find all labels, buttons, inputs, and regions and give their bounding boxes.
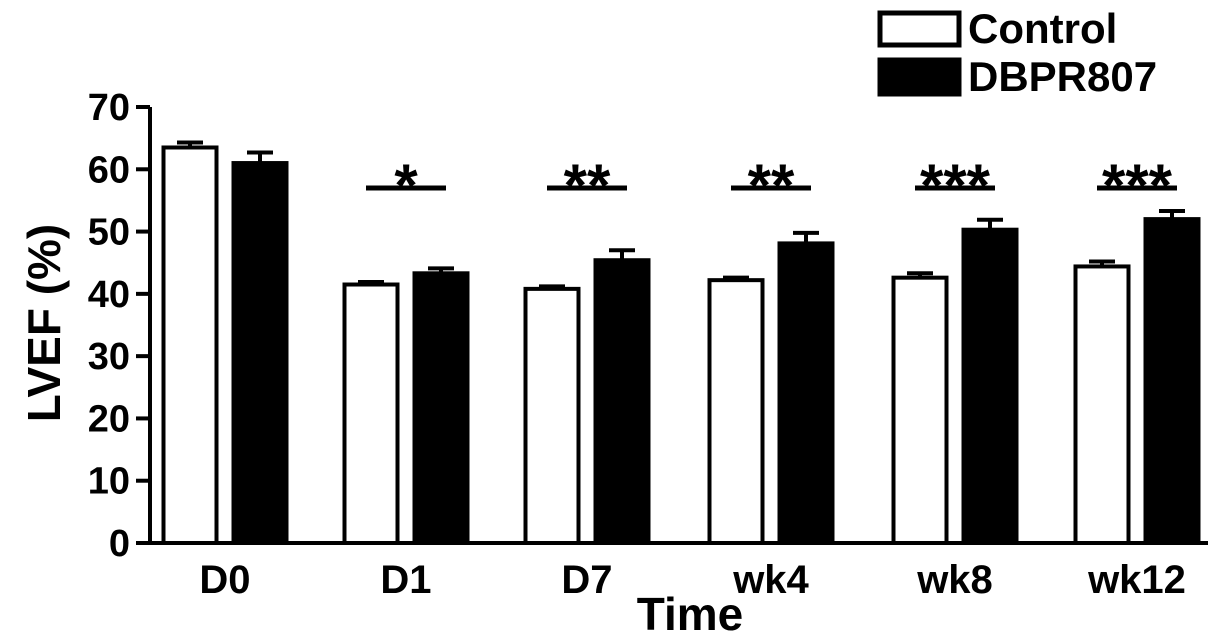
significance-stars: *** [1102,152,1173,219]
bars [161,140,1201,546]
bar-dbpr807-d0 [231,161,289,546]
significance-markers: * ** ** *** *** [366,152,1177,219]
legend-label-dbpr807: DBPR807 [968,53,1157,100]
significance-stars: * [394,152,418,219]
y-tick-label: 30 [88,336,130,378]
y-tick-label: 50 [88,212,130,254]
x-axis-title: Time [637,588,744,636]
bar-dbpr807-wk12 [1143,217,1201,545]
y-tick-label: 0 [109,523,130,565]
y-tick-label: 70 [88,87,130,129]
x-tick-label: D7 [561,558,612,602]
x-tick-label: wk8 [916,558,993,602]
bar-control-d7 [523,286,581,546]
x-tick-label: D1 [380,558,431,602]
y-tick-label: 20 [88,398,130,440]
bar-dbpr807-wk4 [777,241,835,546]
bar-control-d1 [342,282,400,545]
x-tick-label: D0 [199,558,250,602]
y-tick-label: 60 [88,149,130,191]
bar-control-wk4 [707,278,765,545]
y-tick-label: 10 [88,461,130,503]
y-axis-title: LVEF (%) [18,224,70,422]
bar-dbpr807-d1 [412,271,470,545]
bar-control-wk12 [1073,264,1131,545]
bar-control-d0 [161,145,219,545]
bar-dbpr807-wk8 [961,227,1019,545]
bar-dbpr807-d7 [593,258,651,545]
x-tick-label: wk12 [1087,558,1186,602]
significance-stars: *** [920,152,991,219]
legend-swatch-control [877,10,962,48]
y-tick-label: 40 [88,274,130,316]
x-axis: D0 D1 D7 wk4 wk8 wk12 [148,541,1208,602]
legend-label-control: Control [968,5,1117,52]
significance-stars: ** [564,152,611,219]
legend-swatch-dbpr807 [877,57,962,97]
legend: Control DBPR807 [877,5,1157,100]
y-axis: 0 10 20 30 40 50 60 70 [88,87,152,565]
bar-control-wk8 [891,275,949,545]
significance-stars: ** [748,152,795,219]
x-tick-label: wk4 [732,558,809,602]
